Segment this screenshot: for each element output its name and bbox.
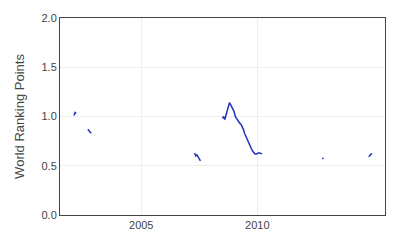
svg-text:World Ranking Points: World Ranking Points: [12, 54, 27, 179]
svg-text:1.5: 1.5: [42, 61, 57, 73]
svg-text:0.0: 0.0: [42, 209, 57, 221]
svg-text:1.0: 1.0: [42, 110, 57, 122]
svg-text:2010: 2010: [245, 219, 269, 231]
svg-text:2005: 2005: [129, 219, 153, 231]
svg-text:0.5: 0.5: [42, 160, 57, 172]
svg-text:2.0: 2.0: [42, 12, 57, 24]
